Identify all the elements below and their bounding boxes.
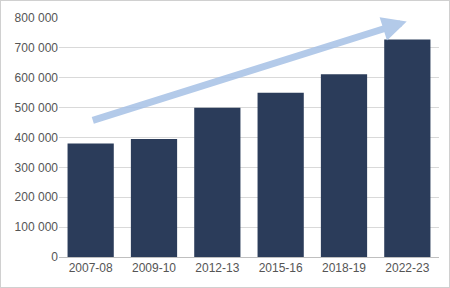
svg-text:400 000: 400 000 [15, 131, 59, 145]
svg-text:2012-13: 2012-13 [195, 261, 239, 275]
svg-text:2007-08: 2007-08 [69, 261, 113, 275]
svg-text:2022-23: 2022-23 [385, 261, 429, 275]
svg-text:2018-19: 2018-19 [322, 261, 366, 275]
svg-text:700 000: 700 000 [15, 41, 59, 55]
svg-text:2015-16: 2015-16 [259, 261, 303, 275]
svg-text:2009-10: 2009-10 [132, 261, 176, 275]
svg-text:300 000: 300 000 [15, 161, 59, 175]
svg-text:0: 0 [51, 250, 58, 264]
svg-text:200 000: 200 000 [15, 190, 59, 204]
svg-text:600 000: 600 000 [15, 71, 59, 85]
svg-text:100 000: 100 000 [15, 220, 59, 234]
svg-text:800 000: 800 000 [15, 11, 59, 25]
svg-text:500 000: 500 000 [15, 101, 59, 115]
